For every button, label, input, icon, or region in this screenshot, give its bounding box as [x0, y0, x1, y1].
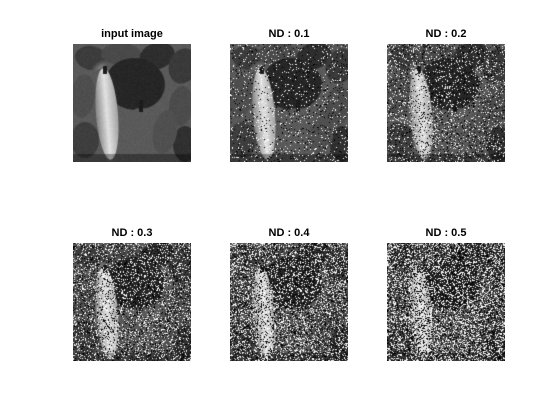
- peppers-image-noisy: [230, 243, 348, 361]
- subplot-title: ND : 0.3: [111, 227, 153, 239]
- subplot-nd-0-1: ND : 0.1: [230, 27, 348, 163]
- subplot-title: ND : 0.5: [425, 227, 467, 239]
- subplot-title: ND : 0.1: [268, 28, 310, 40]
- subplot-nd-0-3: ND : 0.3: [73, 226, 191, 362]
- subplot-nd-0-5: ND : 0.5: [387, 226, 505, 362]
- subplot-nd-0-2: ND : 0.2: [387, 27, 505, 163]
- subplot-title: ND : 0.4: [268, 227, 310, 239]
- peppers-image-noisy: [387, 44, 505, 162]
- subplot-title: ND : 0.2: [425, 28, 467, 40]
- peppers-image-noisy: [73, 243, 191, 361]
- subplot-title: input image: [101, 28, 163, 40]
- subplot-input-image: input image: [73, 27, 191, 163]
- peppers-image-original: [73, 44, 191, 162]
- peppers-image-noisy: [387, 243, 505, 361]
- subplot-nd-0-4: ND : 0.4: [230, 226, 348, 362]
- peppers-image-noisy: [230, 44, 348, 162]
